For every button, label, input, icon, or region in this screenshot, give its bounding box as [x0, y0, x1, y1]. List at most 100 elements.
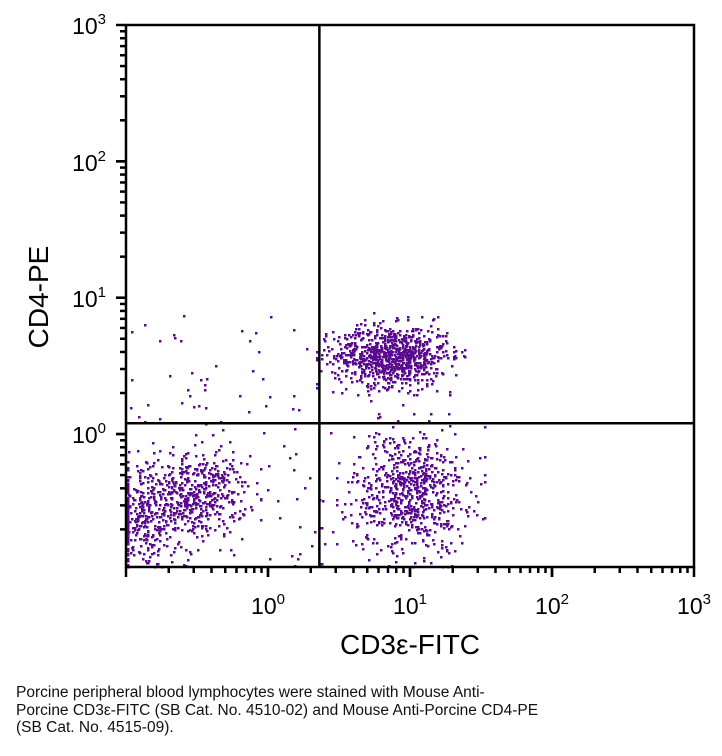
data-point: [395, 356, 398, 359]
data-point: [404, 338, 407, 341]
data-point: [395, 365, 398, 368]
data-point: [413, 360, 416, 363]
data-point: [442, 335, 445, 338]
data-point: [214, 529, 217, 532]
data-point: [421, 373, 424, 376]
data-point: [168, 466, 171, 469]
data-point: [402, 355, 405, 358]
data-point: [237, 493, 240, 496]
data-point: [337, 353, 340, 356]
data-point: [195, 507, 198, 510]
data-point: [298, 409, 301, 412]
data-point: [370, 361, 373, 364]
data-point: [163, 507, 166, 510]
data-point: [214, 497, 217, 500]
data-point: [412, 480, 415, 483]
data-point: [350, 336, 353, 339]
data-point: [152, 518, 155, 521]
data-point: [447, 503, 450, 506]
data-point: [401, 478, 404, 481]
data-point: [179, 472, 182, 475]
data-point: [395, 515, 398, 518]
data-point: [129, 506, 132, 509]
data-point: [373, 312, 376, 315]
data-point: [389, 357, 392, 360]
data-point: [299, 553, 302, 556]
data-point: [419, 342, 422, 345]
data-point: [437, 356, 440, 359]
data-point: [383, 518, 386, 521]
data-point: [387, 388, 390, 391]
data-point: [213, 504, 216, 507]
data-point: [320, 563, 323, 566]
data-point: [316, 357, 319, 360]
data-point: [415, 329, 418, 332]
data-point: [132, 527, 135, 530]
data-point: [367, 476, 370, 479]
data-point: [424, 526, 427, 529]
data-point: [391, 345, 394, 348]
data-point: [157, 529, 160, 532]
data-point: [169, 473, 172, 476]
data-point: [338, 336, 341, 339]
data-point: [417, 367, 420, 370]
data-point: [400, 510, 403, 513]
data-point: [223, 471, 226, 474]
data-point: [179, 484, 182, 487]
data-point: [293, 469, 296, 472]
y-axis-label: CD4-PE: [23, 246, 54, 349]
data-point: [392, 473, 395, 476]
data-point: [227, 494, 230, 497]
data-point: [393, 510, 396, 513]
data-point: [196, 474, 199, 477]
data-point: [427, 349, 430, 352]
data-point: [225, 459, 228, 462]
data-point: [377, 351, 380, 354]
data-point: [402, 367, 405, 370]
data-point: [360, 323, 363, 326]
data-point: [419, 344, 422, 347]
data-point: [418, 467, 421, 470]
data-point: [190, 488, 193, 491]
data-point: [203, 458, 206, 461]
data-point: [370, 400, 373, 403]
data-point: [409, 366, 412, 369]
data-point: [455, 501, 458, 504]
data-point: [231, 491, 234, 494]
data-point: [477, 501, 480, 504]
data-point: [144, 324, 147, 327]
data-point: [379, 337, 382, 340]
data-point: [400, 360, 403, 363]
data-point: [422, 540, 425, 543]
data-point: [416, 477, 419, 480]
data-point: [150, 520, 153, 523]
data-point: [365, 346, 368, 349]
data-point: [428, 507, 431, 510]
data-point: [260, 468, 263, 471]
data-point: [407, 319, 410, 322]
data-point: [212, 481, 215, 484]
data-point: [406, 510, 409, 513]
data-point: [143, 512, 146, 515]
data-point: [407, 378, 410, 381]
data-point: [451, 461, 454, 464]
data-point: [378, 521, 381, 524]
data-point: [409, 379, 412, 382]
data-point: [410, 483, 413, 486]
data-point: [175, 491, 178, 494]
data-point: [145, 560, 148, 563]
data-point: [436, 506, 439, 509]
data-point: [167, 493, 170, 496]
data-point: [395, 504, 398, 507]
data-point: [334, 372, 337, 375]
data-point: [374, 384, 377, 387]
data-point: [346, 347, 349, 350]
data-point: [416, 516, 419, 519]
data-point: [404, 463, 407, 466]
data-point: [205, 464, 208, 467]
data-point: [401, 387, 404, 390]
data-point: [381, 524, 384, 527]
data-point: [341, 511, 344, 514]
data-point: [439, 508, 442, 511]
data-point: [412, 437, 415, 440]
